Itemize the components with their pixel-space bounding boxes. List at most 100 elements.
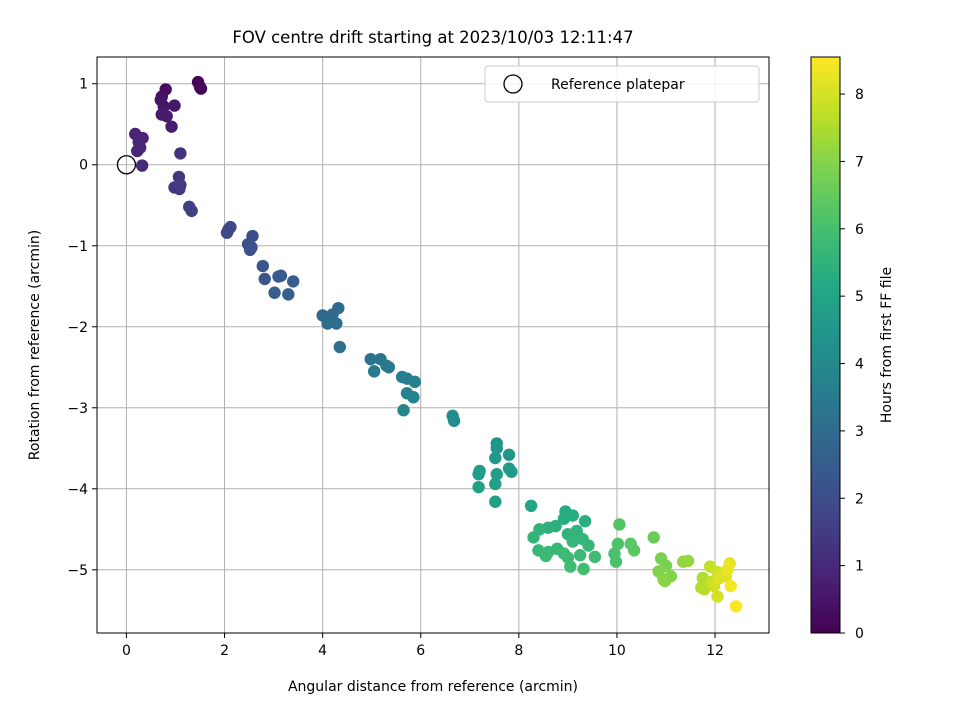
data-point — [131, 144, 144, 158]
reference-platepar-marker — [116, 155, 137, 175]
data-point — [490, 468, 503, 481]
data-point — [330, 317, 343, 330]
data-point — [160, 109, 173, 123]
data-point — [658, 574, 672, 588]
y-tick-label: −1 — [67, 239, 88, 255]
data-point — [243, 243, 257, 257]
legend-entry-reference: Reference platepar — [551, 77, 685, 93]
x-tick-label: 6 — [416, 643, 425, 659]
colorbar-gradient — [810, 56, 841, 634]
colorbar-tick-label: 3 — [855, 424, 864, 440]
data-point — [539, 549, 553, 563]
data-point — [527, 531, 540, 544]
data-point — [588, 550, 602, 564]
data-point — [647, 531, 660, 544]
chart-title: FOV centre drift starting at 2023/10/03 … — [232, 28, 633, 47]
data-point — [367, 365, 381, 378]
colorbar-tick-label: 2 — [855, 491, 864, 507]
y-tick-label: −5 — [67, 563, 88, 579]
colorbar-tick-label: 8 — [855, 87, 864, 103]
data-point — [490, 442, 503, 455]
colorbar-ticks: 0 1 2 3 4 5 6 7 8 — [840, 87, 864, 642]
x-axis-ticks: 0 2 4 6 8 10 12 — [122, 633, 724, 659]
data-point — [321, 317, 334, 330]
data-point — [505, 465, 518, 478]
data-point — [220, 226, 234, 239]
data-point — [502, 448, 516, 461]
data-point — [333, 340, 347, 354]
x-tick-label: 8 — [514, 643, 523, 659]
data-point — [489, 451, 502, 465]
data-point — [489, 477, 502, 491]
data-point — [566, 535, 579, 548]
legend: Reference platepar — [484, 65, 760, 103]
data-point — [287, 275, 300, 288]
data-point — [174, 147, 187, 160]
data-point — [332, 301, 345, 315]
data-point — [582, 539, 595, 552]
data-point — [135, 159, 149, 172]
data-point — [627, 544, 641, 557]
y-tick-label: −3 — [67, 401, 88, 417]
y-tick-label: −4 — [67, 482, 88, 498]
data-point — [729, 600, 743, 613]
data-point — [447, 414, 461, 427]
colorbar-tick-label: 0 — [855, 626, 864, 642]
colorbar-tick-label: 1 — [855, 559, 864, 575]
x-tick-label: 12 — [706, 643, 724, 659]
data-point — [721, 563, 734, 577]
x-axis-label: Angular distance from reference (arcmin) — [288, 679, 578, 695]
data-point — [577, 562, 590, 576]
data-point — [165, 120, 178, 133]
data-point — [407, 391, 420, 404]
y-tick-label: 1 — [79, 77, 88, 93]
data-point — [168, 99, 181, 112]
x-tick-label: 10 — [608, 643, 626, 659]
data-point — [564, 560, 577, 573]
data-point — [472, 468, 485, 481]
data-point — [268, 286, 281, 299]
data-point — [364, 352, 377, 366]
data-point — [711, 590, 724, 603]
x-tick-label: 4 — [318, 643, 327, 659]
colorbar-tick-label: 7 — [855, 154, 864, 170]
colorbar: 0 1 2 3 4 5 6 7 8 Hours from first FF file — [810, 56, 895, 642]
y-axis-label: Rotation from reference (arcmin) — [27, 230, 43, 460]
data-point — [282, 288, 295, 301]
legend-frame — [484, 65, 760, 103]
grid-lines — [97, 57, 769, 633]
data-points — [116, 75, 743, 613]
data-point — [397, 404, 410, 417]
colorbar-tick-label: 4 — [855, 357, 864, 373]
colorbar-label: Hours from first FF file — [879, 267, 895, 423]
plot-area-frame — [96, 56, 770, 634]
x-tick-label: 2 — [220, 643, 229, 659]
data-point — [258, 272, 271, 286]
data-point — [557, 512, 571, 525]
y-tick-label: 0 — [79, 158, 88, 174]
data-point — [174, 178, 187, 192]
colorbar-tick-label: 5 — [855, 289, 864, 305]
data-point — [573, 549, 587, 562]
data-point — [609, 555, 623, 568]
data-point — [681, 554, 695, 568]
legend-marker-reference — [503, 74, 523, 94]
data-point — [578, 515, 592, 528]
colorbar-tick-label: 6 — [855, 222, 864, 238]
data-point — [472, 480, 485, 494]
data-point — [613, 518, 626, 531]
x-tick-label: 0 — [122, 643, 131, 659]
data-point — [611, 537, 625, 551]
y-tick-label: −2 — [67, 320, 88, 336]
data-point — [382, 361, 396, 374]
data-point — [194, 82, 208, 95]
data-point — [408, 375, 422, 389]
data-point — [256, 259, 269, 273]
data-point — [724, 579, 737, 593]
data-point — [185, 204, 198, 218]
y-axis-ticks: −5 −4 −3 −2 −1 0 1 — [67, 77, 97, 579]
data-point — [274, 269, 288, 282]
data-point — [489, 495, 502, 508]
data-point — [524, 499, 538, 513]
